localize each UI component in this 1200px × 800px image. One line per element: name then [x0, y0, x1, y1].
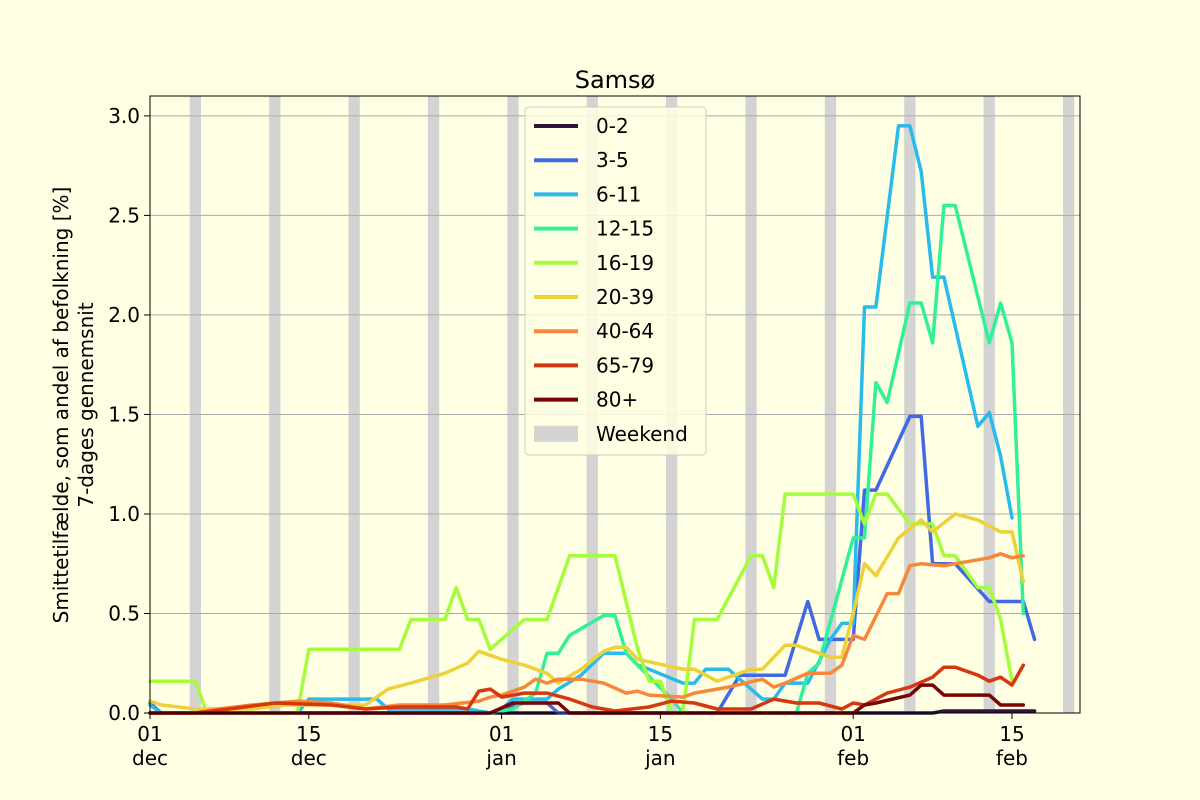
- x-tick-label-day: 15: [648, 722, 673, 746]
- legend-label: 80+: [596, 388, 638, 412]
- weekend-band: [983, 96, 995, 713]
- y-axis-label-line1: Smittetilfælde, som andel af befolkning …: [49, 187, 73, 624]
- legend-label: 0-2: [596, 114, 629, 138]
- series-line-12-15: [488, 203, 1026, 715]
- series-line-80+: [148, 683, 1026, 715]
- x-tick-label-month: feb: [837, 746, 869, 770]
- series-line-65-79: [148, 663, 1026, 715]
- y-tick-label: 0.0: [108, 701, 140, 725]
- y-tick-label: 1.0: [108, 502, 140, 526]
- y-tick-label: 3.0: [108, 104, 140, 128]
- weekend-band: [745, 96, 757, 713]
- weekend-band: [507, 96, 519, 713]
- legend-label: 6-11: [596, 182, 641, 206]
- legend-label: 12-15: [596, 217, 654, 241]
- weekend-band: [189, 96, 201, 713]
- legend-label: 40-64: [596, 319, 654, 343]
- x-tick-label-month: jan: [644, 746, 676, 770]
- x-tick-label-day: 01: [489, 722, 514, 746]
- series-line-20-39: [148, 512, 1026, 711]
- weekend-band: [1063, 96, 1075, 713]
- weekend-band: [427, 96, 440, 713]
- y-axis: 0.0 0.5 1.0 1.5 2.0 2.5 3.0: [108, 104, 150, 725]
- x-tick-label-day: 15: [296, 722, 321, 746]
- weekend-band: [904, 96, 916, 713]
- y-tick-label: 2.5: [108, 203, 140, 227]
- legend-label: 3-5: [596, 148, 629, 172]
- weekend-band: [348, 96, 360, 713]
- plot-frame: [149, 95, 1081, 714]
- x-tick-label-month: dec: [132, 746, 168, 770]
- chart-title: Samsø: [575, 66, 656, 94]
- legend: 0-2 3-5 6-11 12-15 16-19 20-39 40-64 65-79 80+ We…: [524, 106, 707, 456]
- y-tick-label: 0.5: [108, 601, 140, 625]
- legend-label: 20-39: [596, 285, 654, 309]
- x-tick-label-month: dec: [291, 746, 327, 770]
- x-tick-label-day: 01: [840, 722, 865, 746]
- series-line-6-11: [148, 124, 1014, 715]
- x-tick-label-month: feb: [996, 746, 1028, 770]
- weekend-band: [269, 96, 281, 713]
- legend-swatch-weekend: [534, 425, 578, 442]
- x-tick-label-day: 01: [137, 722, 162, 746]
- legend-label: 16-19: [596, 251, 654, 275]
- y-axis-label-line2: 7-dages gennemsnit: [74, 302, 98, 507]
- y-tick-label: 1.5: [108, 402, 140, 426]
- x-tick-label-month: jan: [485, 746, 517, 770]
- y-tick-label: 2.0: [108, 303, 140, 327]
- legend-label-weekend: Weekend: [596, 422, 688, 446]
- x-tick-label-day: 15: [999, 722, 1024, 746]
- legend-label: 65-79: [596, 353, 654, 377]
- weekend-band: [824, 96, 837, 713]
